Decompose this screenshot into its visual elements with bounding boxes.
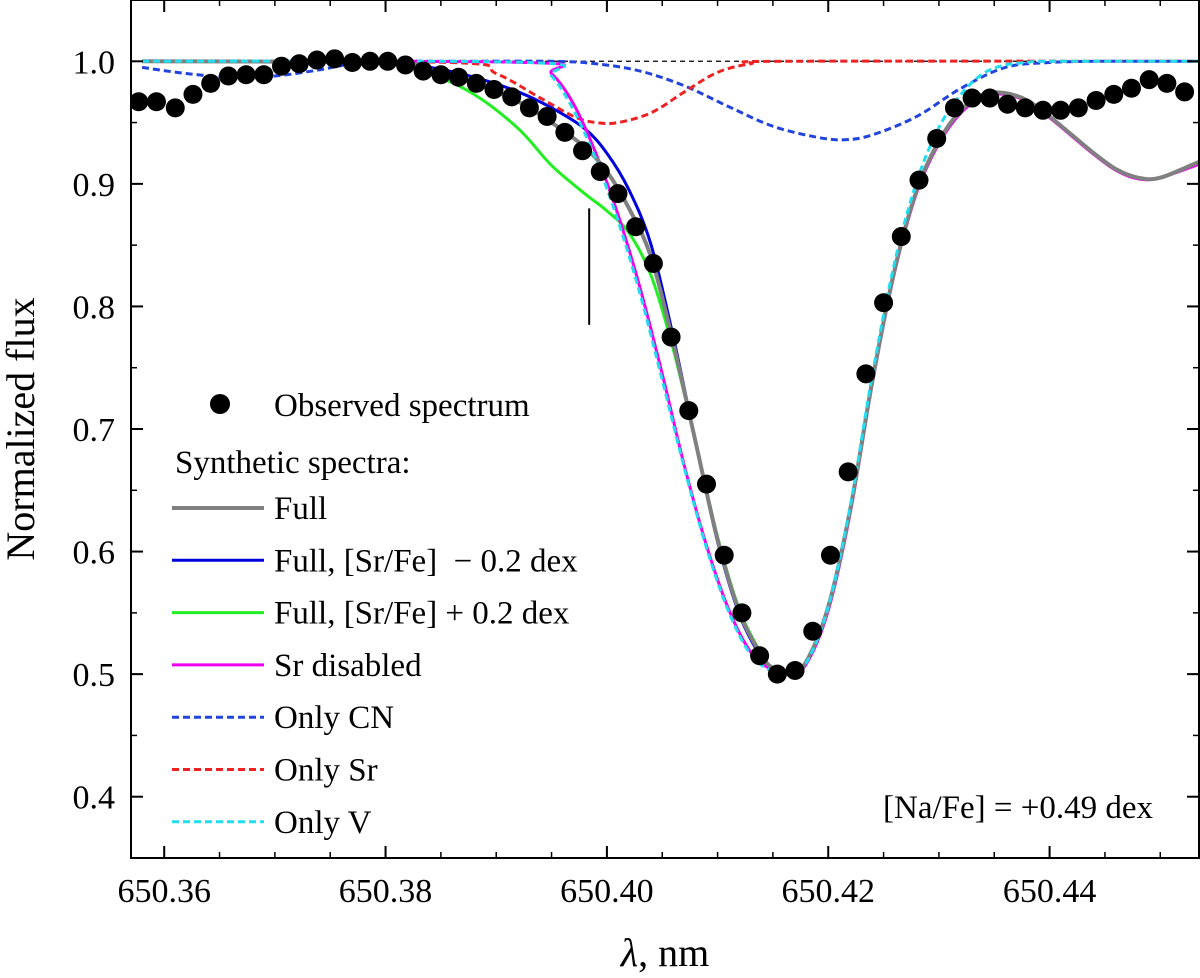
observed-point	[431, 65, 451, 85]
observed-point	[1139, 70, 1159, 90]
axis-ticks: 650.36 650.38 650.40 650.42 650.44 0.4 0.5 0.6 0…	[73, 0, 1199, 910]
series-line-only-cn	[141, 59, 1199, 142]
annotation-na-fe: [Na/Fe] = +0.49 dex	[883, 790, 1153, 826]
observed-points-layer	[131, 49, 1195, 684]
x-tick-label: 650.40	[560, 873, 654, 910]
x-tick-label: 650.44	[1003, 873, 1097, 910]
observed-point	[1121, 78, 1141, 98]
observed-point	[289, 54, 309, 74]
curves-layer	[131, 59, 1199, 677]
observed-point	[820, 545, 840, 565]
x-axis-unit: , nm	[638, 930, 709, 975]
observed-point	[714, 545, 734, 565]
observed-point	[1051, 100, 1071, 120]
observed-point	[874, 293, 894, 313]
legend-label-full-sr-fe-0-2-dex: Full, [Sr/Fe] + 0.2 dex	[274, 596, 570, 632]
observed-point	[325, 49, 345, 69]
observed-point	[395, 55, 415, 75]
x-axis-title: λ, nm	[620, 930, 709, 975]
observed-point	[1086, 91, 1106, 111]
observed-point	[449, 67, 469, 87]
y-tick-label: 0.7	[73, 412, 116, 449]
observed-point	[590, 162, 610, 182]
legend-marker-observed	[210, 394, 230, 414]
observed-point	[838, 462, 858, 482]
observed-point	[1015, 98, 1035, 118]
legend-label-only-cn: Only CN	[274, 700, 394, 736]
observed-point	[891, 227, 911, 247]
observed-point	[608, 184, 628, 204]
y-tick-label: 0.9	[73, 167, 116, 204]
observed-point	[413, 61, 433, 81]
observed-point	[1104, 84, 1124, 104]
observed-point	[183, 84, 203, 104]
observed-point	[1068, 98, 1088, 118]
observed-point	[307, 50, 327, 70]
series-line-only-v	[142, 59, 1199, 677]
observed-point	[750, 646, 770, 666]
observed-point	[998, 94, 1018, 114]
observed-point	[466, 73, 486, 93]
legend-label-only-v: Only V	[274, 805, 372, 841]
observed-point	[555, 122, 575, 142]
observed-point	[502, 87, 522, 107]
legend-label-sr-disabled: Sr disabled	[274, 648, 422, 684]
observed-point	[1157, 73, 1177, 93]
observed-point	[856, 364, 876, 384]
observed-point	[785, 660, 805, 680]
observed-point	[342, 53, 362, 73]
observed-point	[272, 56, 292, 76]
observed-point	[732, 603, 752, 623]
observed-point	[165, 98, 185, 118]
y-tick-label: 0.5	[73, 657, 116, 694]
observed-point	[661, 327, 681, 347]
observed-point	[962, 88, 982, 108]
series-line-only-sr	[142, 59, 1199, 126]
observed-point	[378, 51, 398, 71]
y-axis-title: Normalized flux	[0, 297, 43, 560]
series-line-full-sr-fe-0-2-dex	[142, 59, 985, 676]
observed-point	[236, 65, 256, 85]
observed-point	[927, 129, 947, 149]
observed-point	[484, 79, 504, 99]
observed-point	[909, 170, 929, 190]
y-tick-label: 0.6	[73, 535, 116, 572]
series-line-sr-disabled	[142, 59, 1199, 677]
x-tick-label: 650.36	[117, 873, 211, 910]
observed-point	[767, 664, 787, 684]
observed-point	[803, 621, 823, 641]
observed-point	[944, 98, 964, 118]
x-tick-label: 650.38	[339, 873, 433, 910]
y-tick-label: 0.8	[73, 289, 116, 326]
y-tick-label: 1.0	[73, 44, 116, 81]
observed-point	[537, 106, 557, 126]
series-line-full	[142, 59, 1199, 677]
x-tick-label: 650.42	[781, 873, 875, 910]
legend-synthetic-header: Synthetic spectra:	[175, 445, 411, 481]
observed-point	[643, 254, 663, 274]
observed-point	[679, 401, 699, 421]
legend-label-full-sr-fe-0-2-dex: Full, [Sr/Fe] − 0.2 dex	[274, 543, 578, 579]
observed-point	[131, 92, 149, 112]
legend-label-full: Full	[274, 491, 327, 527]
observed-point	[218, 66, 238, 86]
y-tick-label: 0.4	[73, 780, 116, 817]
observed-point	[1033, 100, 1053, 120]
observed-point	[573, 141, 593, 161]
observed-point	[1175, 82, 1195, 102]
observed-point	[201, 73, 221, 93]
observed-point	[146, 92, 166, 112]
series-line-full-sr-fe-0-2-dex	[142, 59, 985, 676]
observed-point	[980, 88, 1000, 108]
observed-point	[519, 98, 539, 118]
legend-label-observed: Observed spectrum	[274, 388, 530, 424]
observed-point	[697, 474, 716, 494]
observed-point	[254, 65, 274, 85]
observed-point	[626, 217, 646, 237]
legend: Observed spectrum Synthetic spectra: Full F…	[172, 388, 578, 841]
legend-label-only-sr: Only Sr	[274, 753, 378, 789]
x-axis-symbol: λ	[620, 930, 638, 975]
observed-point	[360, 51, 380, 71]
